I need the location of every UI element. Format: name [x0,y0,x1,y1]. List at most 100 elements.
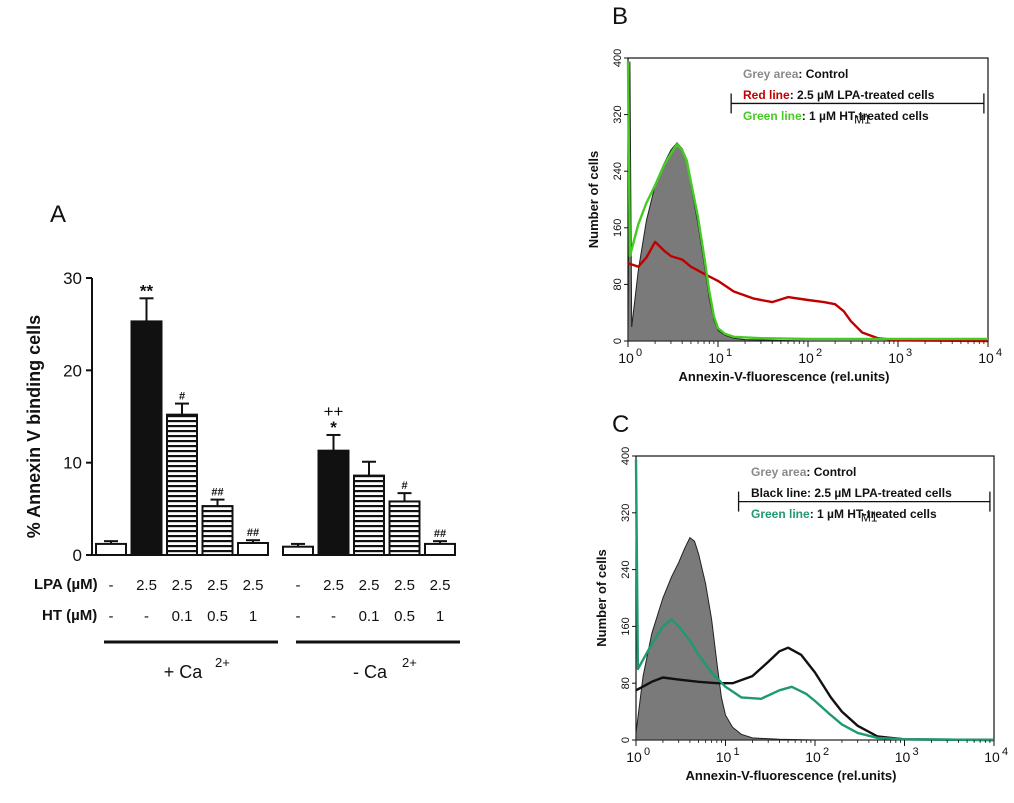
x-tick-label: 10 [888,350,904,366]
x-tick-exponent: 1 [734,746,740,758]
significance-mark: ## [247,527,259,539]
group-label: - Ca [353,662,388,682]
legend-text: : 1 µM HT-treated cells [810,507,937,521]
group-label: + Ca [164,662,204,682]
row-label-lpa: LPA (µM) [34,576,98,593]
y-tick-label: 10 [63,454,82,473]
x-tick-exponent: 2 [816,347,822,359]
legend-entry: Green line: 1 µM HT-treated cells [743,109,929,123]
x-tick-exponent: 3 [906,347,912,359]
x-tick-label: 10 [984,749,1000,765]
legend-entry: Grey area: Control [751,465,856,479]
y-tick-label: 400 [620,447,632,465]
series-line-2 [626,61,988,341]
y-tick-label: 320 [620,504,632,522]
legend-text: : 2.5 µM LPA-treated cells [790,88,935,102]
legend-entry: Green line: 1 µM HT-treated cells [751,507,937,521]
ht-value: 1 [436,608,444,625]
legend-text: : Control [798,67,848,81]
x-tick-exponent: 0 [636,347,642,359]
series-line-1 [627,240,989,343]
y-axis-title: % Annexin V binding cells [24,315,44,538]
bar [388,500,421,556]
lpa-value: 2.5 [207,577,228,594]
lpa-value: 2.5 [172,577,193,594]
significance-mark-secondary: ++ [324,402,344,421]
legend-entry: Red line: 2.5 µM LPA-treated cells [743,88,935,102]
legend-text: : Control [806,465,856,479]
y-tick-label: 160 [612,219,624,237]
y-axis-title: Number of cells [594,549,609,647]
lpa-value: - [296,577,301,594]
y-tick-label: 400 [612,49,624,67]
lpa-value: 2.5 [430,577,451,594]
group-label-superscript: 2+ [215,655,230,670]
bar [353,474,385,556]
x-tick-label: 10 [805,749,821,765]
ht-value: - [296,608,301,625]
x-tick-exponent: 0 [644,746,650,758]
row-label-ht: HT (µM) [42,607,97,624]
x-tick-label: 10 [708,350,724,366]
x-tick-exponent: 1 [726,347,732,359]
control-area-series [635,536,994,741]
legend-key: Green line [751,507,810,521]
y-tick-label: 20 [63,361,82,380]
y-tick-label: 30 [63,269,82,288]
y-tick-label: 160 [620,617,632,635]
bar [130,320,163,556]
bar-chart-annexin: 0 10 20 30 % Annexin V binding cells LPA (µM)… [24,269,460,682]
y-tick-label: 240 [620,560,632,578]
y-tick-label: 0 [612,338,624,344]
x-tick-label: 10 [895,749,911,765]
x-tick-exponent: 3 [913,746,919,758]
significance-mark: * [330,418,337,437]
legend-key: Green line [743,109,802,123]
significance-mark: # [401,480,407,492]
m1-gate-label: M1 [861,511,878,525]
ht-value: - [144,608,149,625]
ht-value: 0.1 [172,608,193,625]
bar [237,541,269,556]
x-tick-exponent: 4 [996,347,1002,359]
lpa-value: 2.5 [394,577,415,594]
ht-value: 0.5 [207,608,228,625]
legend-key: Grey area [751,465,807,479]
bar [201,505,234,556]
x-tick-exponent: 4 [1002,746,1008,758]
legend-entry: Grey area: Control [743,67,848,81]
y-tick-label: 80 [612,278,624,290]
x-tick-label: 10 [978,350,994,366]
lpa-value: 2.5 [243,577,264,594]
lpa-value: 2.5 [359,577,380,594]
significance-mark: ## [211,487,223,499]
legend-text: : 1 µM HT-treated cells [802,109,929,123]
y-tick-label: 320 [612,105,624,123]
series-line-1 [635,646,995,742]
panel-b-letter: B [612,3,628,30]
y-tick-label: 80 [620,677,632,689]
x-tick-label: 10 [716,749,732,765]
legend-entry: Black line: 2.5 µM LPA-treated cells [751,486,952,500]
x-tick-label: 10 [626,749,642,765]
lpa-value: 2.5 [323,577,344,594]
ht-value: 0.1 [359,608,380,625]
legend-key: Black line [751,486,807,500]
legend-key: Red line [743,88,790,102]
ht-value: 1 [249,608,257,625]
ht-value: - [109,608,114,625]
legend-text: : 2.5 µM LPA-treated cells [807,486,952,500]
x-axis-title: Annexin-V-fluorescence (rel.units) [679,369,890,384]
lpa-value: - [109,577,114,594]
m1-gate-label: M1 [854,112,871,126]
legend-key: Grey area [743,67,799,81]
group-label-superscript: 2+ [402,655,417,670]
series-line-2 [634,459,995,742]
panel-c-letter: C [612,411,629,438]
ht-value: - [331,608,336,625]
lpa-value: 2.5 [136,577,157,594]
bar [282,545,314,557]
significance-mark: ## [434,528,446,540]
